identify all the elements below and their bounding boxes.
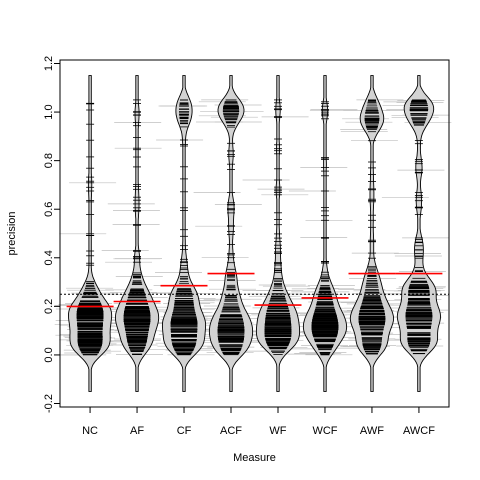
bean-shape — [349, 75, 395, 392]
x-axis-title: Measure — [233, 452, 276, 464]
bean-shape — [208, 75, 254, 392]
x-tick-label: WF — [269, 425, 286, 437]
beans — [66, 75, 443, 392]
y-tick-label: 0.8 — [43, 153, 55, 168]
bean-nc — [66, 75, 114, 392]
x-tick-label: AWCF — [403, 425, 435, 437]
x-tick-label: NC — [82, 425, 98, 437]
bean-af — [113, 75, 161, 392]
y-tick-label: 1.0 — [43, 104, 55, 119]
bean-wf — [254, 75, 302, 392]
y-tick-label: 0.4 — [43, 250, 55, 265]
y-tick-label: -0.2 — [43, 394, 55, 413]
x-tick-label: AF — [130, 425, 144, 437]
y-axis-title: precision — [6, 211, 18, 255]
y-tick-label: 0.0 — [43, 347, 55, 362]
x-axis: NC AF CF ACF WF WCF AWF AWCF — [82, 407, 435, 437]
x-tick-label: CF — [177, 425, 192, 437]
y-tick-label: 0.2 — [43, 299, 55, 314]
bean-wcf — [301, 75, 349, 392]
bean-cf — [160, 75, 208, 392]
x-tick-label: WCF — [312, 425, 337, 437]
bean-acf — [207, 75, 255, 392]
x-tick-label: ACF — [220, 425, 242, 437]
y-axis: -0.2 0.0 0.2 0.4 0.6 0.8 1.0 1.2 — [43, 56, 60, 413]
y-tick-label: 0.6 — [43, 202, 55, 217]
plot-frame — [59, 59, 450, 408]
bean-awf — [348, 75, 396, 392]
x-tick-label: AWF — [360, 425, 384, 437]
bean-awcf — [395, 75, 443, 392]
y-tick-label: 1.2 — [43, 56, 55, 71]
